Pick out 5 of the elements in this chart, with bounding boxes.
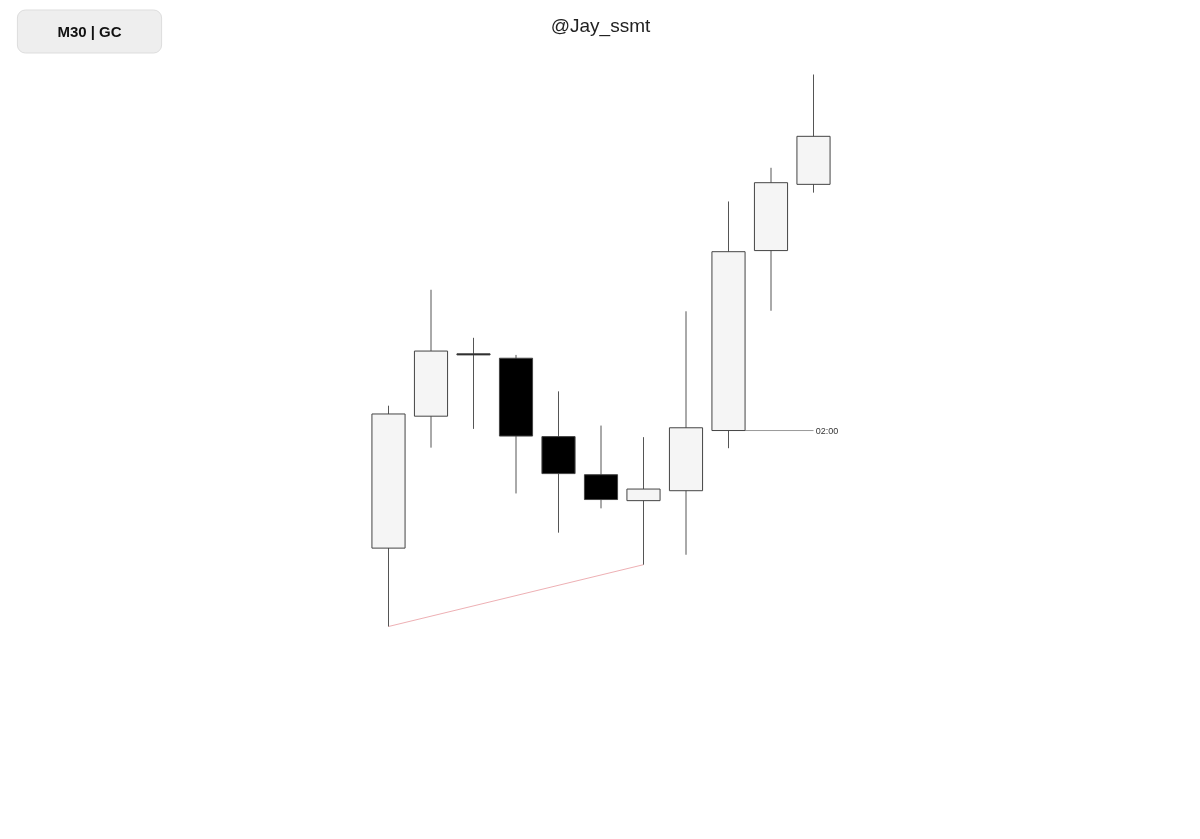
text: @Jay_ssmt — [550, 15, 651, 37]
candlestick — [626, 436, 661, 566]
text: M30 | GC — [57, 23, 122, 40]
candlestick — [456, 337, 491, 430]
ref-line-label: 02:00 — [815, 425, 839, 436]
